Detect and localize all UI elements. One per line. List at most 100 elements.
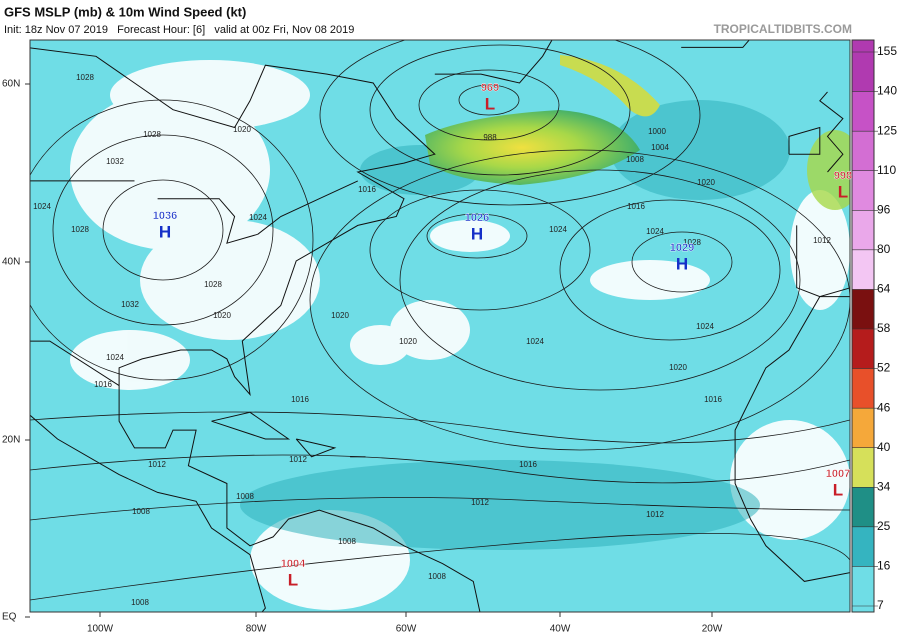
coastline [434, 40, 553, 84]
isobar-label: 1008 [626, 155, 644, 164]
coastline [257, 180, 359, 235]
isobar-label: 1024 [526, 337, 544, 346]
colorbar-label: 155 [877, 44, 897, 58]
isobar-label: 1016 [291, 395, 309, 404]
colorbar-band [852, 487, 874, 527]
coastline [295, 438, 337, 458]
colorbar-label: 16 [877, 559, 891, 573]
coastline [157, 198, 258, 244]
colorbar-label: 140 [877, 84, 897, 98]
isobar-label: 1024 [106, 353, 124, 362]
colorbar-label: 58 [877, 321, 891, 335]
isobar-label: 1024 [33, 202, 51, 211]
pressure-center: H [676, 254, 688, 273]
isobar-label: 1020 [213, 311, 231, 320]
longitude-label: 60W [396, 624, 417, 635]
pressure-value: 998 [834, 170, 852, 182]
isobar-label: 1008 [236, 492, 254, 501]
subtitle: Init: 18z Nov 07 2019 Forecast Hour: [6]… [4, 24, 354, 36]
pressure-value: 969 [481, 82, 499, 94]
isobar-label: 1012 [148, 460, 166, 469]
isobar-label: 1020 [233, 125, 251, 134]
colorbar-label: 25 [877, 519, 891, 533]
windy-areas [240, 100, 790, 550]
isobar-label: 1004 [651, 143, 669, 152]
isobar-label: 1016 [704, 395, 722, 404]
pressure-value: 1029 [670, 242, 694, 254]
isobar-label: 1020 [331, 311, 349, 320]
latitude-label: EQ [2, 612, 17, 623]
title: GFS MSLP (mb) & 10m Wind Speed (kt) [4, 4, 246, 19]
isobar-label: 1016 [358, 185, 376, 194]
isobars [30, 40, 850, 601]
isobar-label: 1024 [249, 213, 267, 222]
coastlines [30, 40, 850, 612]
isobar-label: 1024 [696, 322, 714, 331]
isobar-label: 1008 [131, 598, 149, 607]
colorbar-band [852, 289, 874, 329]
colorbar-band [852, 40, 874, 92]
colorbar-band [852, 566, 874, 612]
isobar-label: 1012 [471, 498, 489, 507]
pressure-value: 1036 [153, 210, 177, 222]
calm-areas [70, 60, 850, 610]
latitude-label: 60N [2, 79, 20, 90]
isobar-label: 1008 [428, 572, 446, 581]
isobar-label: 1008 [132, 507, 150, 516]
pressure-value: 1004 [281, 558, 306, 570]
coastline [681, 40, 750, 48]
isobar-label: 1028 [204, 280, 222, 289]
colorbar-band [852, 408, 874, 448]
colorbar-label: 52 [877, 361, 891, 375]
pressure-center: L [485, 94, 495, 113]
latitude-label: 20N [2, 435, 20, 446]
colorbar-band [852, 329, 874, 369]
coastline [819, 91, 844, 173]
colorbar-label: 40 [877, 440, 891, 454]
colorbar-band [852, 170, 874, 211]
map-frame [29, 39, 851, 613]
pressure-value: 1026 [465, 212, 489, 224]
colorbar-label: 96 [877, 202, 891, 216]
colorbar-frame [851, 39, 875, 613]
colorbar-label: 125 [877, 123, 897, 137]
isobar-label: 1020 [697, 178, 715, 187]
colorbar-band [852, 526, 874, 567]
coastline [734, 296, 850, 582]
colorbar-band [852, 447, 874, 488]
colorbar-band [852, 249, 874, 290]
isobar-label: 1016 [519, 460, 537, 469]
colorbar-band [852, 368, 874, 409]
coastline [30, 340, 120, 387]
colorbar-band [852, 131, 874, 171]
isobar-label: 1008 [338, 537, 356, 546]
coastline [30, 414, 266, 612]
pressure-center: H [159, 222, 171, 241]
pressure-center: L [838, 182, 848, 201]
isobar-label: 1024 [646, 227, 664, 236]
isobar-label: 1020 [399, 337, 417, 346]
strong-wind-area [560, 55, 660, 117]
coastline [30, 47, 481, 612]
isobar-label: 1020 [669, 363, 687, 372]
colorbar-band [852, 210, 874, 250]
isobar-label: 1024 [549, 225, 567, 234]
colorbar-label: 7 [877, 598, 884, 612]
pressure-center: L [833, 480, 843, 499]
isobar-label: 1012 [646, 510, 664, 519]
colorbar-label: 80 [877, 242, 891, 256]
isobar-label: 1016 [94, 380, 112, 389]
isobar-label: 1028 [143, 130, 161, 139]
isobar-label: 1032 [121, 300, 139, 309]
colorbar-label: 110 [877, 163, 896, 177]
isobar-label: 1028 [76, 73, 94, 82]
coastline [788, 126, 821, 155]
longitude-label: 20W [702, 624, 723, 635]
isobar-label: 1032 [106, 157, 124, 166]
isobar-label: 1000 [648, 127, 666, 136]
coastline [796, 225, 850, 298]
pressure-center: H [471, 224, 483, 243]
pressure-value: 1007 [826, 468, 850, 480]
